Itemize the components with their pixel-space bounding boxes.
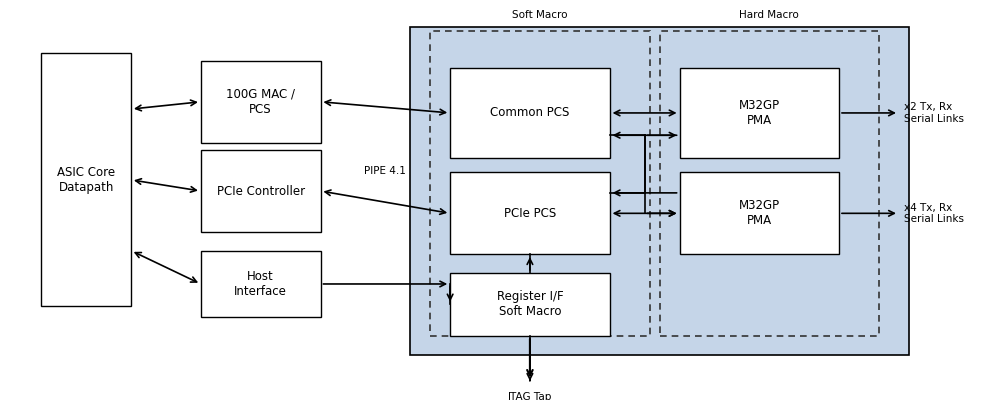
Text: Register I/F
Soft Macro: Register I/F Soft Macro xyxy=(497,290,563,318)
Text: ASIC Core
Datapath: ASIC Core Datapath xyxy=(57,166,115,194)
FancyBboxPatch shape xyxy=(201,150,320,232)
Text: 100G MAC /
PCS: 100G MAC / PCS xyxy=(226,88,295,116)
FancyBboxPatch shape xyxy=(680,68,839,158)
FancyBboxPatch shape xyxy=(450,273,610,336)
Text: M32GP
PMA: M32GP PMA xyxy=(739,199,780,227)
Text: Common PCS: Common PCS xyxy=(490,106,570,120)
Text: PCIe PCS: PCIe PCS xyxy=(504,207,556,220)
FancyBboxPatch shape xyxy=(450,172,610,254)
FancyBboxPatch shape xyxy=(41,54,131,306)
Text: M32GP
PMA: M32GP PMA xyxy=(739,99,780,127)
FancyBboxPatch shape xyxy=(201,61,320,143)
Text: Hard Macro: Hard Macro xyxy=(739,10,799,20)
Text: PCIe Controller: PCIe Controller xyxy=(217,184,305,198)
Text: Soft Macro: Soft Macro xyxy=(512,10,568,20)
Text: PIPE 4.1: PIPE 4.1 xyxy=(364,166,406,176)
FancyBboxPatch shape xyxy=(450,68,610,158)
Text: x4 Tx, Rx
Serial Links: x4 Tx, Rx Serial Links xyxy=(904,202,964,224)
Text: JTAG Tap: JTAG Tap xyxy=(508,392,552,400)
FancyBboxPatch shape xyxy=(680,172,839,254)
FancyBboxPatch shape xyxy=(410,28,909,355)
FancyBboxPatch shape xyxy=(201,250,320,318)
Text: x2 Tx, Rx
Serial Links: x2 Tx, Rx Serial Links xyxy=(904,102,964,124)
Text: Host
Interface: Host Interface xyxy=(234,270,287,298)
